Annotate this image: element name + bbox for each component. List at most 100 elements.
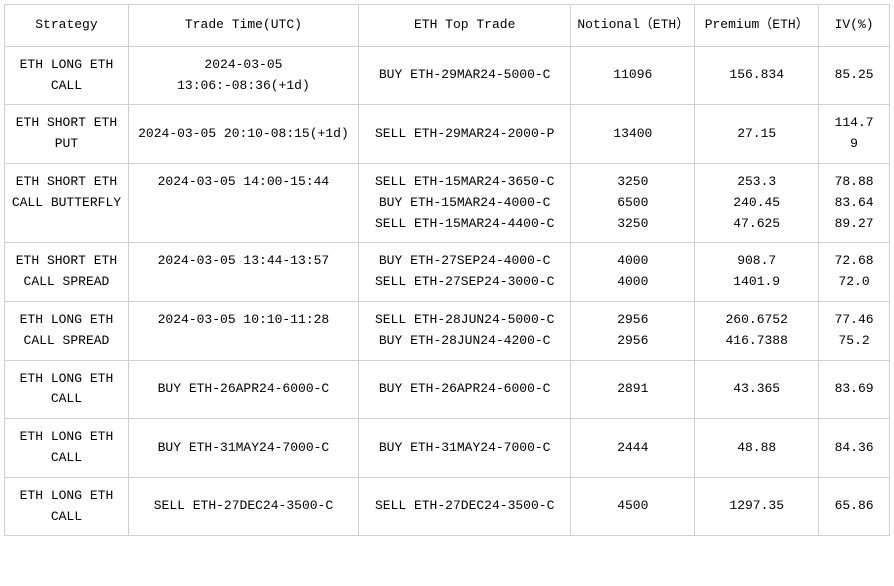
table-row: ETH LONG ETHCALL BUY ETH-31MAY24-7000-C BU… [5, 419, 890, 478]
cell-line: 83.64 [825, 193, 883, 214]
cell-line: ETH LONG ETH [11, 369, 122, 390]
cell-line: 2956 [577, 310, 688, 331]
cell-iv: 65.86 [819, 477, 890, 536]
cell-line: 89.27 [825, 214, 883, 235]
cell-strategy: ETH SHORT ETHCALL SPREAD [5, 243, 129, 302]
cell-line: 416.7388 [701, 331, 812, 352]
cell-line: 72.0 [825, 272, 883, 293]
cell-premium: 260.6752416.7388 [695, 301, 819, 360]
table-row: ETH LONG ETHCALL2024-03-05 13:06:-08:36(… [5, 46, 890, 105]
cell-line: 2024-03-05 13:44-13:57 [135, 251, 352, 272]
cell-line: CALL BUTTERFLY [11, 193, 122, 214]
cell-line: 72.68 [825, 251, 883, 272]
col-header-time: Trade Time(UTC) [128, 5, 358, 47]
table-row: ETH SHORT ETHCALL BUTTERFLY2024-03-05 14… [5, 163, 890, 242]
cell-trade: SELL ETH-29MAR24-2000-P [358, 105, 570, 164]
cell-line: BUY ETH-26APR24-6000-C [365, 379, 564, 400]
cell-line: CALL SPREAD [11, 331, 122, 352]
cell-notional: 13400 [571, 105, 695, 164]
cell-line: 2024-03-05 13:06:-08:36(+1d) [135, 55, 352, 97]
cell-line: SELL ETH-15MAR24-4400-C [365, 214, 564, 235]
cell-premium: 253.3240.4547.625 [695, 163, 819, 242]
cell-line: 83.69 [825, 379, 883, 400]
cell-line: 43.365 [701, 379, 812, 400]
cell-line: BUY ETH-15MAR24-4000-C [365, 193, 564, 214]
cell-line: 11096 [577, 65, 688, 86]
cell-line: 6500 [577, 193, 688, 214]
cell-time: 2024-03-05 14:00-15:44 [128, 163, 358, 242]
cell-notional: 2891 [571, 360, 695, 419]
cell-line: 908.7 [701, 251, 812, 272]
cell-line: BUY ETH-29MAR24-5000-C [365, 65, 564, 86]
cell-notional: 4500 [571, 477, 695, 536]
cell-strategy: ETH LONG ETHCALL [5, 46, 129, 105]
cell-line: ETH LONG ETH [11, 486, 122, 507]
cell-iv: 78.8883.6489.27 [819, 163, 890, 242]
table-row: ETH LONG ETHCALLBUY ETH-26APR24-6000-CBU… [5, 360, 890, 419]
cell-notional: 29562956 [571, 301, 695, 360]
cell-strategy: ETH LONG ETHCALL [5, 419, 129, 478]
cell-line: ETH LONG ETH [11, 427, 122, 448]
table-row: ETH LONG ETHCALLSELL ETH-27DEC24-3500-CS… [5, 477, 890, 536]
cell-trade: BUY ETH-27SEP24-4000-CSELL ETH-27SEP24-3… [358, 243, 570, 302]
cell-line: 4000 [577, 251, 688, 272]
cell-line: SELL ETH-27DEC24-3500-C [365, 496, 564, 517]
cell-line: BUY ETH-31MAY24-7000-C [365, 438, 564, 459]
cell-line: SELL ETH-15MAR24-3650-C [365, 172, 564, 193]
cell-line: 77.46 [825, 310, 883, 331]
cell-trade: BUY ETH-26APR24-6000-C [358, 360, 570, 419]
col-header-iv: IV(%) [819, 5, 890, 47]
cell-line: CALL [11, 448, 122, 469]
cell-line: 13400 [577, 124, 688, 145]
cell-line: 2024-03-05 20:10-08:15(+1d) [135, 124, 352, 145]
cell-line: 27.15 [701, 124, 812, 145]
cell-line: 253.3 [701, 172, 812, 193]
cell-line: 48.88 [701, 438, 812, 459]
cell-iv: 72.6872.0 [819, 243, 890, 302]
cell-time: 2024-03-05 13:06:-08:36(+1d) [128, 46, 358, 105]
table-row: ETH SHORT ETHCALL SPREAD 2024-03-05 13:44… [5, 243, 890, 302]
table-header-row: Strategy Trade Time(UTC) ETH Top Trade N… [5, 5, 890, 47]
col-header-premium: Premium（ETH） [695, 5, 819, 47]
cell-line: SELL ETH-29MAR24-2000-P [365, 124, 564, 145]
cell-line: 2024-03-05 10:10-11:28 [135, 310, 352, 331]
cell-line: 9 [825, 134, 883, 155]
cell-line: 3250 [577, 172, 688, 193]
cell-line: SELL ETH-27SEP24-3000-C [365, 272, 564, 293]
cell-premium: 156.834 [695, 46, 819, 105]
cell-line: ETH LONG ETH [11, 55, 122, 76]
cell-notional: 40004000 [571, 243, 695, 302]
cell-line: CALL [11, 76, 122, 97]
cell-line: BUY ETH-27SEP24-4000-C [365, 251, 564, 272]
cell-line: ETH SHORT ETH [11, 172, 122, 193]
cell-line: 84.36 [825, 438, 883, 459]
cell-line: SELL ETH-28JUN24-5000-C [365, 310, 564, 331]
cell-trade: SELL ETH-15MAR24-3650-CBUY ETH-15MAR24-4… [358, 163, 570, 242]
col-header-notional: Notional（ETH） [571, 5, 695, 47]
cell-line: 4000 [577, 272, 688, 293]
cell-time: BUY ETH-26APR24-6000-C [128, 360, 358, 419]
cell-iv: 84.36 [819, 419, 890, 478]
cell-strategy: ETH LONG ETHCALL SPREAD [5, 301, 129, 360]
cell-line: BUY ETH-31MAY24-7000-C [135, 438, 352, 459]
cell-premium: 908.71401.9 [695, 243, 819, 302]
cell-strategy: ETH SHORT ETHPUT [5, 105, 129, 164]
cell-premium: 43.365 [695, 360, 819, 419]
cell-line: 85.25 [825, 65, 883, 86]
trades-table: Strategy Trade Time(UTC) ETH Top Trade N… [4, 4, 890, 536]
cell-line: 260.6752 [701, 310, 812, 331]
cell-line: 3250 [577, 214, 688, 235]
cell-line: BUY ETH-26APR24-6000-C [135, 379, 352, 400]
cell-iv: 77.4675.2 [819, 301, 890, 360]
cell-iv: 114.79 [819, 105, 890, 164]
cell-line: ETH SHORT ETH [11, 251, 122, 272]
cell-iv: 83.69 [819, 360, 890, 419]
cell-line: BUY ETH-28JUN24-4200-C [365, 331, 564, 352]
cell-strategy: ETH SHORT ETHCALL BUTTERFLY [5, 163, 129, 242]
cell-line: CALL SPREAD [11, 272, 122, 293]
cell-time: 2024-03-05 20:10-08:15(+1d) [128, 105, 358, 164]
cell-premium: 1297.35 [695, 477, 819, 536]
cell-line: 4500 [577, 496, 688, 517]
cell-line: 240.45 [701, 193, 812, 214]
cell-line: 2891 [577, 379, 688, 400]
